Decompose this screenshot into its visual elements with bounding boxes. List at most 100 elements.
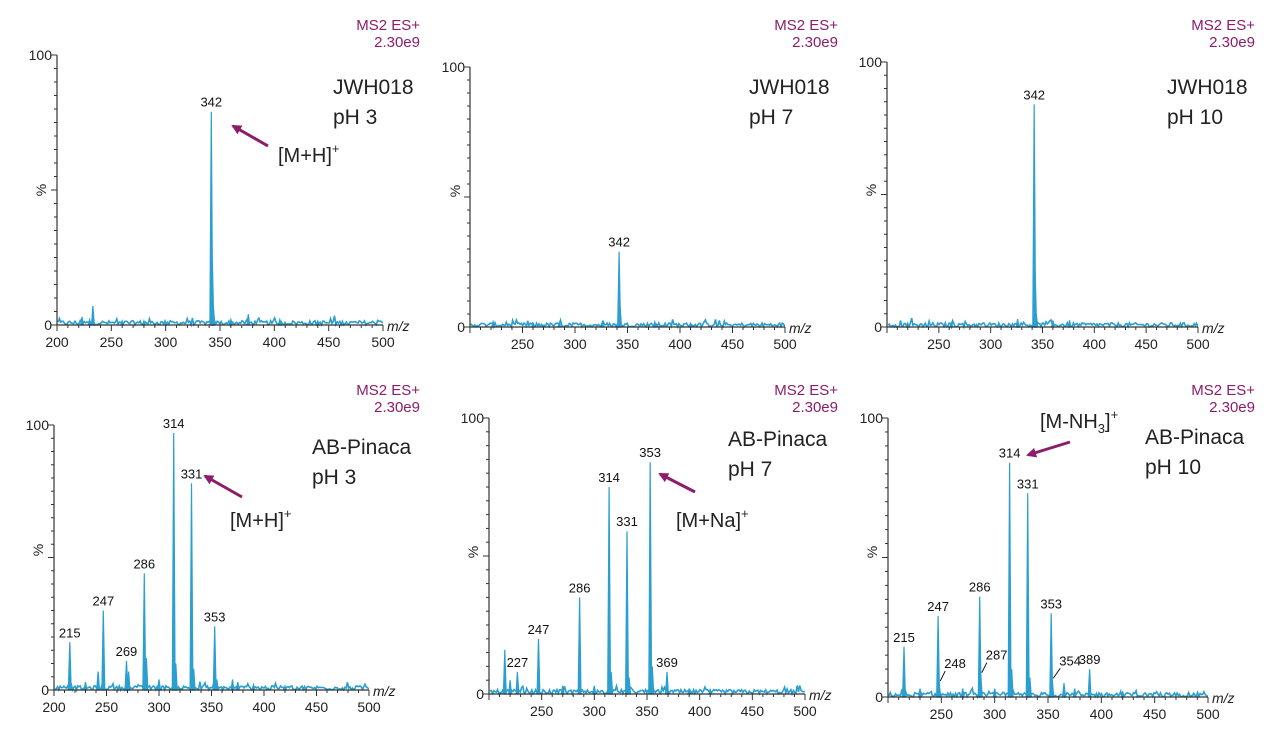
x-tick-label: 250	[930, 706, 954, 722]
peak-215	[901, 646, 907, 698]
peak-389	[1087, 669, 1092, 698]
peak-314	[607, 486, 612, 695]
peak-label: 353	[639, 445, 661, 460]
peak-215	[67, 642, 72, 691]
x-axis-label: m/z	[1202, 320, 1225, 336]
y-tick-label: 0	[874, 319, 882, 335]
scan-header: MS2 ES+	[1191, 17, 1255, 34]
baseline-trace	[57, 315, 384, 328]
sample-ph: pH 7	[728, 458, 772, 481]
y-axis-label: %	[465, 546, 481, 558]
y-tick-label: 100	[26, 417, 50, 433]
y-tick-label: 100	[461, 410, 485, 426]
peak-label: 286	[569, 580, 591, 595]
spectrum-panel: MS2 ES+2.30e9 JWH018 pH 10 0 100% 250 300 350 40…	[859, 17, 1256, 352]
scan-header: MS2 ES+	[356, 17, 420, 34]
peak-260	[119, 319, 125, 326]
x-tick-label: 500	[1186, 336, 1210, 352]
x-tick-label: 450	[1143, 706, 1167, 722]
x-axis-label: m/z	[387, 318, 410, 334]
scan-intensity: 2.30e9	[1209, 399, 1255, 416]
y-axis-label: %	[863, 184, 879, 196]
x-tick-label: 300	[147, 699, 171, 715]
peak-405	[277, 317, 282, 326]
annotation-arrow	[231, 124, 269, 148]
sample-ph: pH 3	[333, 106, 377, 129]
peak-label: 314	[163, 416, 185, 431]
peak-286	[577, 597, 582, 695]
x-tick-label: 250	[927, 336, 951, 352]
peak-390	[251, 682, 256, 691]
peak-247	[101, 610, 106, 691]
spectrum-panel: MS2 ES+2.30e9 JWH018 pH 7 0 100% 250 300 350 400…	[442, 17, 839, 352]
peak-376	[1067, 320, 1072, 328]
peak-375	[235, 681, 240, 691]
y-tick-label: 100	[442, 59, 466, 75]
peak-label: 331	[1017, 476, 1039, 491]
peak-300	[992, 688, 997, 698]
peak-label: 331	[181, 466, 203, 481]
peak-230	[87, 317, 92, 326]
sample-ph: pH 10	[1145, 456, 1201, 479]
peak-300	[592, 685, 597, 695]
scan-intensity: 2.30e9	[792, 34, 838, 51]
x-axis-label: m/z	[789, 320, 812, 336]
peak-label: 248	[944, 656, 966, 671]
peak-label: 287	[986, 648, 1008, 663]
peak-label: 354	[1059, 653, 1081, 668]
scan-header: MS2 ES+	[774, 382, 838, 399]
x-tick-label: 350	[635, 703, 659, 719]
scan-intensity: 2.30e9	[374, 399, 420, 416]
x-tick-label: 350	[200, 699, 224, 715]
y-axis-label: %	[447, 185, 463, 197]
peak-314	[1007, 462, 1012, 698]
sample-ph: pH 10	[1167, 106, 1223, 129]
sample-name: JWH018	[333, 76, 414, 99]
y-tick-label: 0	[875, 689, 883, 705]
peak-331	[189, 483, 194, 691]
x-tick-label: 350	[616, 336, 640, 352]
x-tick-label: 400	[668, 336, 692, 352]
peak-label-leader	[981, 662, 988, 673]
peak-353	[648, 462, 653, 695]
peak-label: 331	[616, 514, 638, 529]
scan-intensity: 2.30e9	[792, 399, 838, 416]
y-tick-label: 0	[44, 317, 52, 333]
y-tick-label: 0	[41, 682, 49, 698]
x-tick-label: 450	[741, 703, 765, 719]
baseline-trace	[54, 680, 370, 693]
peak-247	[536, 638, 541, 695]
scan-intensity: 2.30e9	[1209, 34, 1255, 51]
baseline-trace	[888, 686, 1209, 700]
peak-label: 369	[656, 655, 678, 670]
scan-header: MS2 ES+	[356, 382, 420, 399]
peak-label: 314	[598, 470, 620, 485]
ion-annotation: [M-NH3]+	[1040, 407, 1118, 436]
peak-220	[508, 680, 513, 695]
x-tick-label: 450	[721, 336, 745, 352]
sample-name: AB-Pinaca	[1145, 426, 1245, 449]
peak-360	[228, 317, 234, 326]
y-tick-label: 0	[476, 686, 484, 702]
baseline-trace	[489, 683, 806, 697]
spectrum-panel: MS2 ES+2.30e9 AB-Pinaca pH 7 0 100% 250 300 350…	[461, 382, 839, 719]
peak-label: 314	[999, 446, 1021, 461]
peak-376	[652, 319, 657, 328]
spectrum-panel: MS2 ES+2.30e9 AB-Pinaca pH 3 0 100% 200 250 300…	[26, 382, 421, 715]
sample-name: AB-Pinaca	[728, 428, 828, 451]
x-axis-label: m/z	[373, 683, 396, 699]
peak-369	[664, 671, 670, 695]
ion-annotation: [M+H]+	[230, 506, 292, 532]
peak-331	[624, 531, 630, 695]
peak-331	[1025, 493, 1030, 698]
x-tick-label: 500	[1196, 706, 1220, 722]
peak-label: 389	[1079, 652, 1101, 667]
peak-440	[315, 319, 321, 326]
x-tick-label: 300	[583, 703, 607, 719]
sample-ph: pH 3	[312, 466, 356, 489]
x-tick-label: 500	[357, 699, 381, 715]
x-tick-label: 250	[530, 703, 554, 719]
x-tick-label: 450	[317, 334, 341, 350]
peak-230	[83, 681, 88, 691]
peak-353	[212, 626, 217, 691]
